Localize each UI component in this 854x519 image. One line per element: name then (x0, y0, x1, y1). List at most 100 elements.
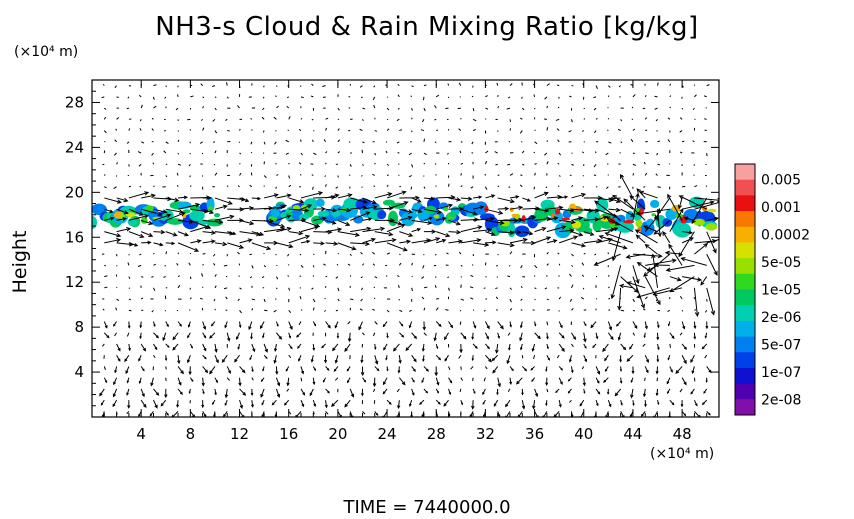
wind-arrow (213, 298, 216, 302)
wind-arrow (263, 265, 267, 268)
wind-arrow (372, 388, 376, 393)
y-tick-label: 8 (74, 318, 84, 336)
wind-arrow (583, 355, 587, 362)
wind-arrow (581, 130, 585, 132)
wind-arrow-head (406, 239, 412, 244)
wind-arrow (694, 309, 697, 311)
wind-arrow (177, 366, 184, 374)
wind-arrow (662, 231, 671, 244)
wind-arrow-head (250, 392, 254, 397)
wind-arrow (190, 208, 208, 213)
wind-arrow (239, 152, 242, 155)
wind-arrow-head (239, 207, 245, 212)
x-tick-label: 28 (427, 425, 446, 443)
y-tick-label: 16 (65, 228, 84, 246)
wind-arrow (276, 85, 278, 87)
wind-arrow (448, 197, 461, 201)
wind-arrow (214, 285, 217, 289)
wind-arrow-head (597, 391, 601, 395)
wind-arrow (546, 127, 549, 131)
y-tick-label: 12 (65, 273, 84, 291)
wind-arrow-head (499, 220, 505, 225)
wind-arrow (411, 85, 414, 88)
wind-arrow (372, 96, 376, 101)
wind-arrow-head (667, 357, 670, 361)
wind-arrow (654, 95, 658, 98)
wind-arrow (223, 287, 228, 290)
wind-arrow (312, 307, 315, 311)
wind-arrow-head (521, 405, 526, 410)
wind-arrow (116, 242, 133, 246)
wind-arrow-head (579, 403, 583, 407)
wind-arrow-head (365, 211, 371, 216)
wind-arrow (691, 366, 695, 374)
wind-arrow-head (487, 227, 493, 233)
wind-arrow (507, 163, 511, 166)
wind-arrow (300, 377, 303, 382)
wind-arrow (630, 388, 634, 398)
cloud-cell (534, 208, 548, 222)
wind-arrow-head (215, 359, 219, 364)
wind-arrow-head (611, 256, 617, 262)
wind-arrow (411, 228, 421, 233)
wind-arrow (251, 400, 254, 407)
wind-arrow (509, 251, 513, 255)
wind-arrow-head (122, 217, 127, 221)
wind-arrow-head (623, 198, 629, 204)
wind-arrow (312, 139, 314, 142)
wind-arrow (617, 128, 621, 131)
wind-arrow (202, 377, 204, 386)
wind-arrow-head (183, 195, 189, 200)
wind-arrow (581, 262, 585, 266)
wind-arrow-head (552, 239, 558, 244)
wind-arrow-head (518, 205, 524, 211)
wind-arrow (410, 186, 413, 190)
wind-arrow (239, 309, 242, 314)
wind-arrow (706, 253, 718, 276)
wind-arrow (497, 242, 514, 247)
wind-arrow-head (286, 226, 292, 232)
wind-arrow-head (671, 258, 677, 263)
wind-arrow (571, 253, 574, 257)
cloud-core (693, 218, 705, 226)
wind-arrow (485, 354, 492, 362)
wind-arrow (337, 107, 340, 111)
wind-arrow (571, 208, 593, 212)
wind-arrow (239, 388, 246, 396)
wind-arrow-head (668, 243, 673, 249)
wind-arrow (534, 236, 551, 244)
wind-arrow (398, 377, 406, 385)
wind-arrow-head (622, 346, 627, 351)
wind-arrow (495, 296, 499, 300)
wind-arrow (692, 140, 695, 143)
wind-arrow-head (521, 392, 524, 396)
wind-arrow-head (188, 371, 192, 376)
wind-arrow (153, 214, 171, 221)
wind-arrow (300, 204, 312, 210)
wind-arrow (506, 355, 511, 364)
wind-arrow-head (383, 381, 386, 386)
wind-arrow-head (497, 335, 500, 339)
wind-arrow-head (229, 214, 235, 220)
wind-arrow-head (636, 188, 642, 193)
wind-arrow (226, 82, 228, 86)
wind-arrow-head (425, 390, 429, 394)
wind-arrow (151, 128, 154, 131)
wind-arrow (643, 388, 646, 397)
wind-arrow (347, 321, 351, 325)
wind-arrow-head (261, 402, 264, 406)
wind-arrow (534, 265, 538, 269)
wind-arrow-head (333, 368, 337, 372)
wind-arrow (263, 343, 268, 353)
wind-arrow (374, 276, 378, 279)
chart-title: NH3-s Cloud & Rain Mixing Ratio [kg/kg] (155, 12, 699, 42)
wind-arrow (460, 162, 463, 165)
wind-arrow (411, 208, 422, 213)
wind-arrow-head (104, 380, 108, 384)
wind-arrow (139, 119, 142, 122)
wind-arrow (571, 217, 583, 221)
wind-arrow (706, 239, 719, 244)
wind-arrow-head (239, 405, 243, 409)
wind-arrow (546, 217, 558, 221)
wind-arrow (632, 265, 639, 284)
